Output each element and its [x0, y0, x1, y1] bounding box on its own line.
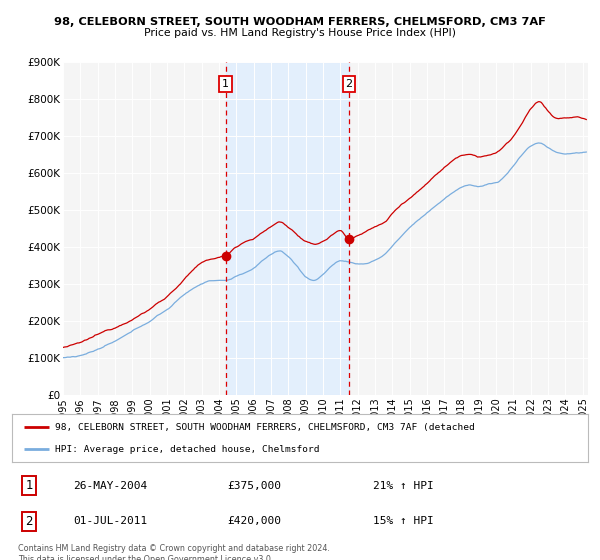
- Text: HPI: Average price, detached house, Chelmsford: HPI: Average price, detached house, Chel…: [55, 445, 320, 454]
- Text: 98, CELEBORN STREET, SOUTH WOODHAM FERRERS, CHELMSFORD, CM3 7AF (detached: 98, CELEBORN STREET, SOUTH WOODHAM FERRE…: [55, 423, 475, 432]
- Bar: [226, 62, 349, 395]
- Text: 01-JUL-2011: 01-JUL-2011: [73, 516, 147, 526]
- Text: Price paid vs. HM Land Registry's House Price Index (HPI): Price paid vs. HM Land Registry's House …: [144, 28, 456, 38]
- Text: 15% ↑ HPI: 15% ↑ HPI: [373, 516, 434, 526]
- Text: 98, CELEBORN STREET, SOUTH WOODHAM FERRERS, CHELMSFORD, CM3 7AF: 98, CELEBORN STREET, SOUTH WOODHAM FERRE…: [54, 17, 546, 27]
- Text: 2: 2: [346, 79, 352, 89]
- Text: 21% ↑ HPI: 21% ↑ HPI: [373, 480, 434, 491]
- Text: 1: 1: [26, 479, 33, 492]
- Text: 26-MAY-2004: 26-MAY-2004: [73, 480, 147, 491]
- Text: 2: 2: [26, 515, 33, 528]
- Text: 1: 1: [222, 79, 229, 89]
- Text: £375,000: £375,000: [227, 480, 281, 491]
- Text: Contains HM Land Registry data © Crown copyright and database right 2024.
This d: Contains HM Land Registry data © Crown c…: [18, 544, 330, 560]
- Text: £420,000: £420,000: [227, 516, 281, 526]
